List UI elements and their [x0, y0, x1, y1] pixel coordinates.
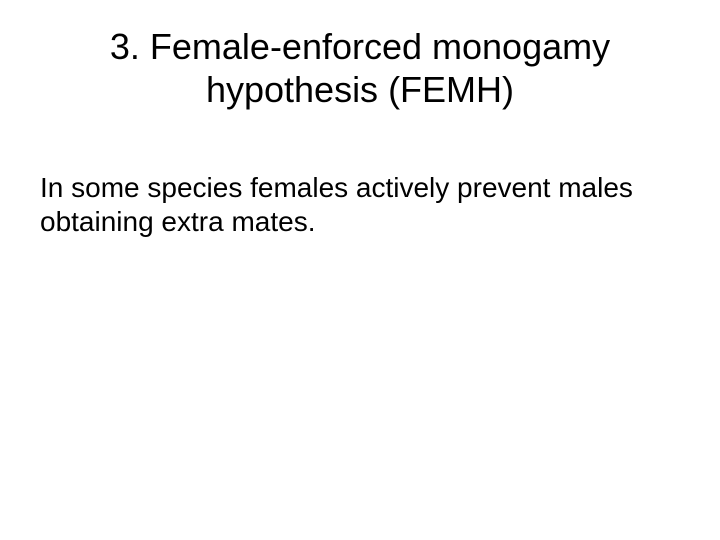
slide-container: 3. Female-enforced monogamy hypothesis (… [0, 0, 720, 540]
slide-body-text: In some species females actively prevent… [40, 171, 670, 238]
slide-title: 3. Female-enforced monogamy hypothesis (… [50, 25, 670, 111]
